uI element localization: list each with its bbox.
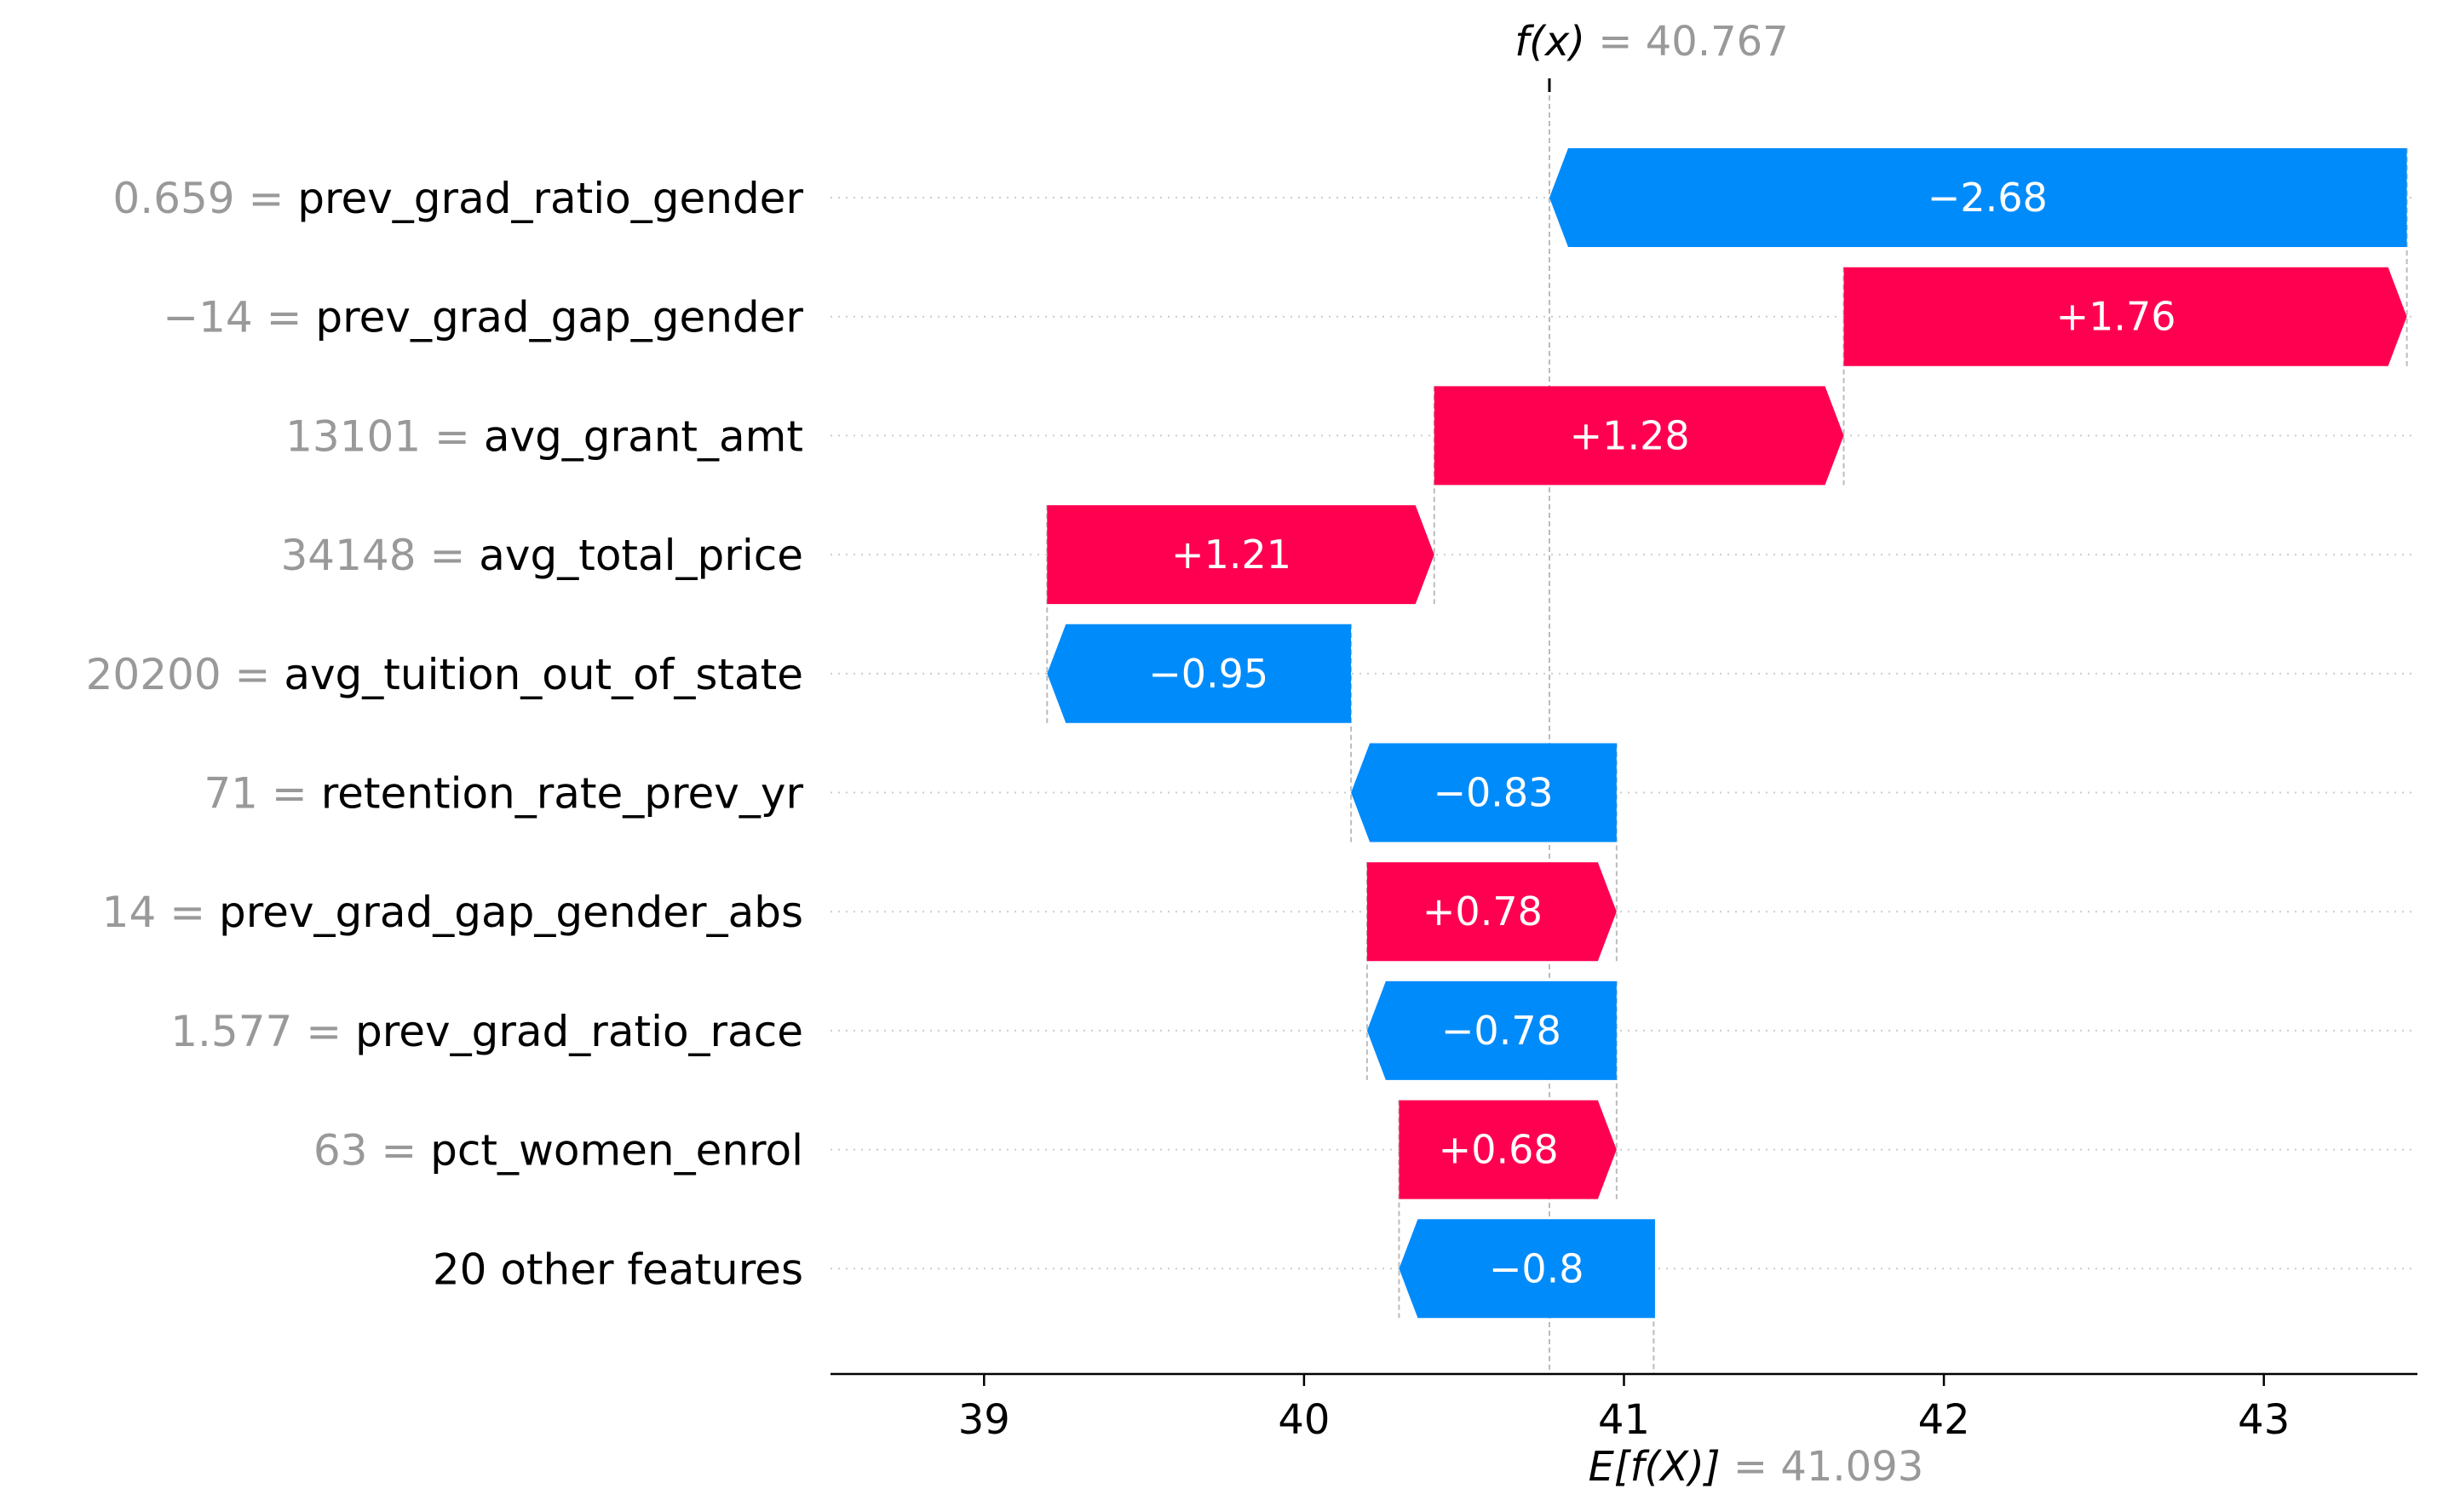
base-label: E[f(X)] xyxy=(1589,1443,1733,1491)
feature-labels: 0.659 = prev_grad_ratio_gender −14 = prev… xyxy=(86,174,804,1294)
feature-value: −14 = xyxy=(163,293,315,342)
feature-name: avg_tuition_out_of_state xyxy=(284,650,803,699)
feature-value: 63 = xyxy=(313,1126,430,1176)
bar xyxy=(1366,980,1617,1080)
feature-value: 1.577 = xyxy=(170,1007,355,1056)
bar-value-label: +1.28 xyxy=(1570,412,1690,458)
feature-label: 14 = prev_grad_gap_gender_abs xyxy=(102,888,803,937)
bar xyxy=(1549,148,2407,247)
feature-label: 20 other features xyxy=(433,1245,803,1294)
output-value-label: f(x) = 40.767 xyxy=(1515,18,1788,66)
bar-value-label: +1.76 xyxy=(2056,294,2176,340)
bar xyxy=(1399,1100,1617,1199)
feature-name: avg_grant_amt xyxy=(484,411,803,461)
feature-name: pct_women_enrol xyxy=(430,1126,803,1176)
bar-value-label: +0.78 xyxy=(1423,888,1543,934)
feature-label: 34148 = avg_total_price xyxy=(281,531,804,580)
base-value: = 41.093 xyxy=(1733,1443,1923,1491)
base-value-label: E[f(X)] = 41.093 xyxy=(1589,1443,1924,1491)
feature-value: 13101 = xyxy=(285,411,484,461)
feature-name: prev_grad_ratio_gender xyxy=(297,174,803,223)
bar-value-label: +0.68 xyxy=(1439,1127,1559,1173)
feature-name: prev_grad_ratio_race xyxy=(355,1007,803,1056)
x-tick-label: 43 xyxy=(2238,1396,2290,1444)
feature-label: 13101 = avg_grant_amt xyxy=(285,411,803,461)
bar xyxy=(1047,624,1352,723)
x-tick-label: 41 xyxy=(1598,1396,1650,1444)
feature-name: prev_grad_gap_gender_abs xyxy=(219,888,803,937)
feature-value: 71 = xyxy=(204,769,320,819)
bar xyxy=(1434,386,1844,486)
feature-label: 0.659 = prev_grad_ratio_gender xyxy=(112,174,803,223)
feature-label: 71 = retention_rate_prev_yr xyxy=(204,769,803,819)
feature-label: −14 = prev_grad_gap_gender xyxy=(163,293,803,342)
bar-value-label: −0.78 xyxy=(1441,1008,1561,1054)
output-label: f(x) xyxy=(1515,18,1598,66)
feature-value: 0.659 = xyxy=(112,174,297,223)
feature-label: 1.577 = prev_grad_ratio_race xyxy=(170,1007,803,1056)
x-tick-label: 42 xyxy=(1918,1396,1970,1444)
bar-value-label: −0.83 xyxy=(1434,770,1554,816)
bar-value-label: −0.95 xyxy=(1148,651,1268,697)
feature-name: retention_rate_prev_yr xyxy=(321,769,804,819)
bar xyxy=(1399,1219,1655,1319)
feature-label: 63 = pct_women_enrol xyxy=(313,1126,803,1176)
x-tick-label: 40 xyxy=(1278,1396,1330,1444)
feature-value: 20200 = xyxy=(86,650,285,699)
bar-value-label: −0.8 xyxy=(1489,1245,1584,1291)
output-value: = 40.767 xyxy=(1598,18,1788,66)
bar-value-label: +1.21 xyxy=(1171,532,1291,578)
feature-name: 20 other features xyxy=(433,1245,803,1294)
bar xyxy=(1351,743,1617,842)
bar xyxy=(1047,505,1434,605)
feature-name: prev_grad_gap_gender xyxy=(315,293,803,342)
bar xyxy=(1366,862,1617,962)
feature-label: 20200 = avg_tuition_out_of_state xyxy=(86,650,803,699)
bar-value-label: −2.68 xyxy=(1928,175,2048,221)
bar xyxy=(1843,267,2407,366)
feature-value: 34148 = xyxy=(281,531,480,580)
x-axis: 39 40 41 42 43 xyxy=(831,1372,2417,1444)
x-tick-label: 39 xyxy=(958,1396,1010,1444)
bars: −2.68 +1.76 +1.28 +1.21 −0.95 −0.83 +0.78 −0.78… xyxy=(1047,148,2407,1319)
feature-name: avg_total_price xyxy=(479,531,803,580)
feature-value: 14 = xyxy=(102,888,219,937)
